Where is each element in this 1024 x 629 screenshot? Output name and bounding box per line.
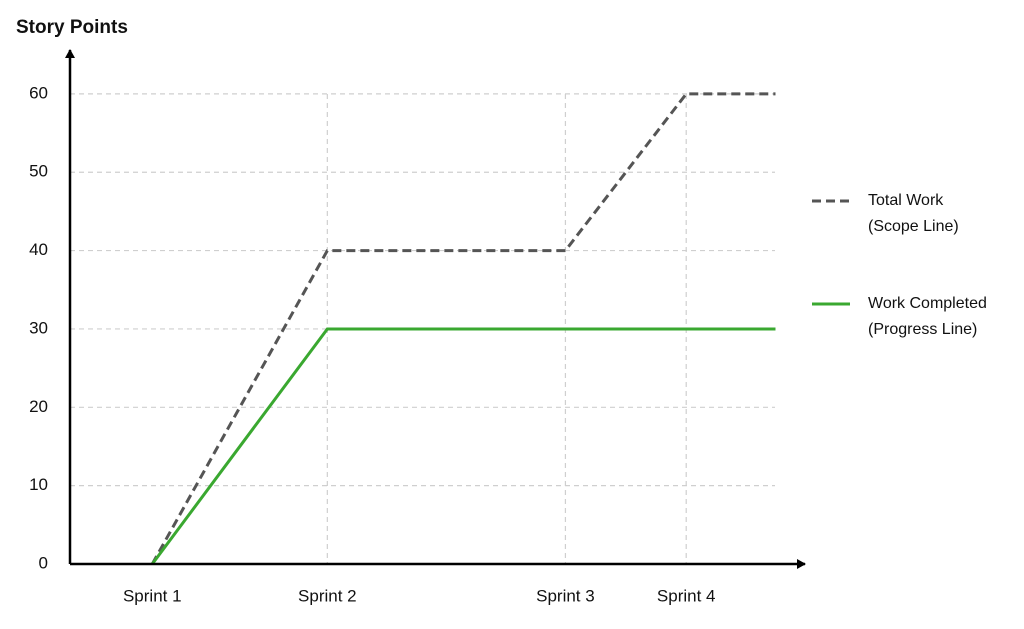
x-tick-label: Sprint 1	[123, 586, 182, 605]
legend-label: Total Work	[868, 192, 944, 209]
legend-label: Work Completed	[868, 295, 987, 312]
legend-label: (Progress Line)	[868, 321, 977, 338]
y-axis-title: Story Points	[16, 17, 128, 38]
legend-label: (Scope Line)	[868, 218, 959, 235]
legend: Total Work (Scope Line) Work Completed (Pro…	[812, 192, 987, 338]
x-tick-label: Sprint 3	[536, 586, 595, 605]
x-tick-label: Sprint 4	[657, 586, 716, 605]
y-tick-label: 30	[29, 318, 48, 337]
y-tick-label: 20	[29, 397, 48, 416]
grid: 0 10 20 30 40 50 60 Sprint 1 Sprint 2 Sprint 3 Spr…	[29, 83, 775, 605]
x-tick-label: Sprint 2	[298, 586, 357, 605]
series-line	[150, 92, 776, 565]
series-line	[151, 327, 776, 565]
y-tick-label: 60	[29, 83, 48, 102]
y-tick-label: 40	[29, 240, 48, 259]
y-tick-label: 50	[29, 162, 48, 181]
y-tick-label: 10	[29, 475, 48, 494]
y-tick-label: 0	[39, 553, 48, 572]
plot	[150, 92, 776, 565]
